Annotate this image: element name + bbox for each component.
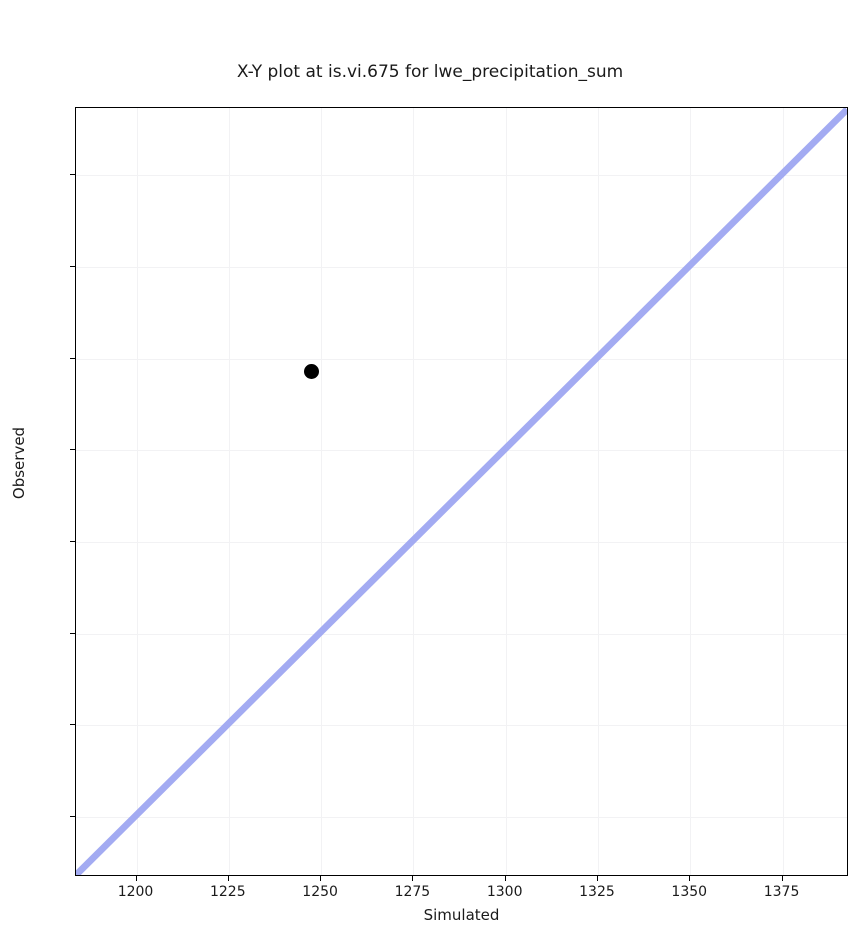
- gridline-horizontal: [76, 267, 847, 269]
- x-axis-tick: [320, 876, 322, 881]
- x-axis-tick-label: 1325: [579, 884, 615, 900]
- reference-line-segment: [76, 108, 847, 875]
- y-axis-tick: [70, 174, 75, 176]
- x-axis-tick: [412, 876, 414, 881]
- y-axis-tick: [70, 540, 75, 542]
- gridline-horizontal: [76, 541, 847, 543]
- gridline-vertical: [413, 108, 415, 875]
- x-axis-tick-label: 1300: [486, 884, 523, 900]
- x-axis-label: Simulated: [423, 906, 500, 924]
- x-axis-tick: [689, 876, 691, 881]
- gridline-vertical: [228, 108, 230, 875]
- gridline-vertical: [690, 108, 692, 875]
- x-axis-tick-label: 1275: [394, 884, 431, 900]
- plot-area: [75, 107, 848, 876]
- x-axis-tick: [781, 876, 783, 881]
- gridline-vertical: [505, 108, 507, 875]
- gridline-vertical: [597, 108, 599, 875]
- y-axis-tick: [70, 724, 75, 726]
- x-axis-tick-label: 1375: [763, 884, 800, 900]
- x-axis-tick-label: 1250: [302, 884, 338, 900]
- y-axis-tick: [70, 449, 75, 451]
- y-axis-tick: [70, 815, 75, 817]
- y-axis-tick: [70, 266, 75, 268]
- gridline-horizontal: [76, 633, 847, 635]
- gridline-vertical: [136, 108, 138, 875]
- gridline-horizontal: [76, 450, 847, 452]
- x-axis-tick: [596, 876, 598, 881]
- gridline-horizontal: [76, 725, 847, 727]
- gridline-vertical: [321, 108, 323, 875]
- gridline-vertical: [782, 108, 784, 875]
- y-axis-tick: [70, 632, 75, 634]
- x-axis-tick-label: 1200: [117, 884, 154, 900]
- one-to-one-reference-line: [76, 108, 847, 875]
- y-axis-label: Observed: [10, 426, 28, 500]
- chart-title-line-1: X-Y plot at is.vi.675 for lwe_precipitat…: [236, 62, 624, 82]
- data-point: [304, 364, 320, 380]
- x-axis-tick: [135, 876, 137, 881]
- x-axis-tick: [504, 876, 506, 881]
- gridline-horizontal: [76, 358, 847, 360]
- y-axis-tick: [70, 357, 75, 359]
- gridline-horizontal: [76, 175, 847, 177]
- gridline-horizontal: [76, 816, 847, 818]
- x-axis-tick-label: 1225: [209, 884, 246, 900]
- x-axis-tick-label: 1350: [671, 884, 708, 900]
- x-axis-tick: [227, 876, 229, 881]
